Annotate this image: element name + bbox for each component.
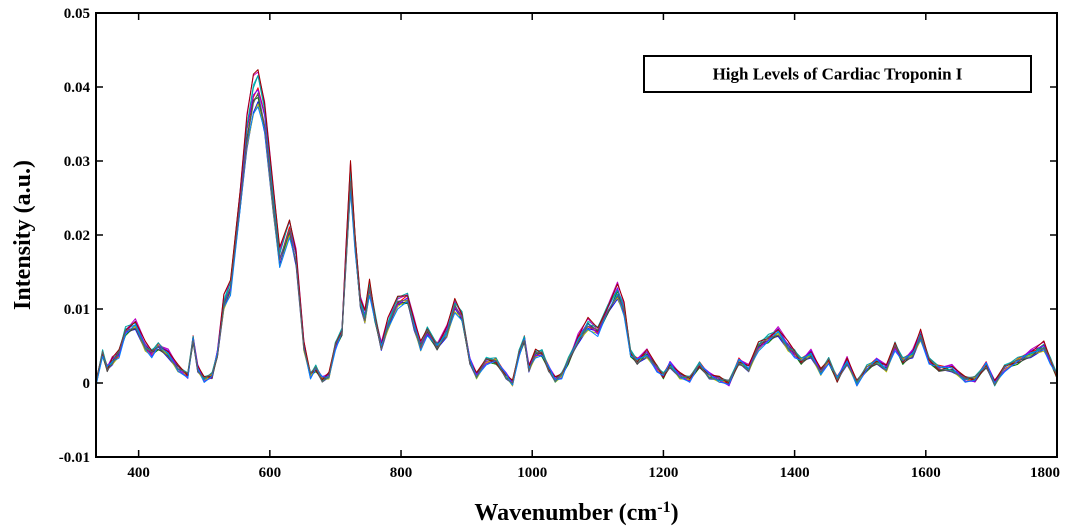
y-tick-label: 0: [83, 376, 91, 392]
y-tick-label: 0.04: [64, 80, 91, 96]
y-tick-label: 0.01: [64, 302, 90, 318]
spectrum-series-line: [95, 106, 1058, 387]
y-tick-label: -0.01: [59, 450, 90, 466]
x-axis-title-close: ): [671, 500, 679, 526]
legend: High Levels of Cardiac Troponin I: [643, 55, 1032, 93]
spectrum-series-line: [95, 92, 1058, 386]
x-axis-title-main: Wavenumber (cm: [474, 500, 657, 526]
x-tick-label: 1400: [780, 465, 810, 481]
x-tick-label: 600: [259, 465, 282, 481]
x-tick-label: 1800: [1030, 465, 1060, 481]
x-axis-title: Wavenumber (cm-1): [474, 499, 678, 527]
axis-ticks: 400 600 800 1000 1200 1400 1600 1800 -0.01 0 0.01 0…: [59, 6, 1060, 481]
y-tick-label: 0.03: [64, 154, 90, 170]
legend-box: [643, 55, 1032, 93]
legend-entry: High Levels of Cardiac Troponin I: [713, 65, 963, 84]
series-lines: [95, 69, 1058, 387]
x-tick-label: 800: [390, 465, 413, 481]
y-tick-label: 0.02: [64, 228, 90, 244]
y-axis-title: Intensity (a.u.): [10, 160, 36, 310]
x-tick-label: 1000: [517, 465, 547, 481]
y-tick-label: 0.05: [64, 6, 90, 22]
x-tick-label: 1600: [911, 465, 941, 481]
x-axis-title-superscript: -1: [657, 499, 670, 516]
x-tick-label: 400: [127, 465, 150, 481]
x-tick-label: 1200: [648, 465, 678, 481]
